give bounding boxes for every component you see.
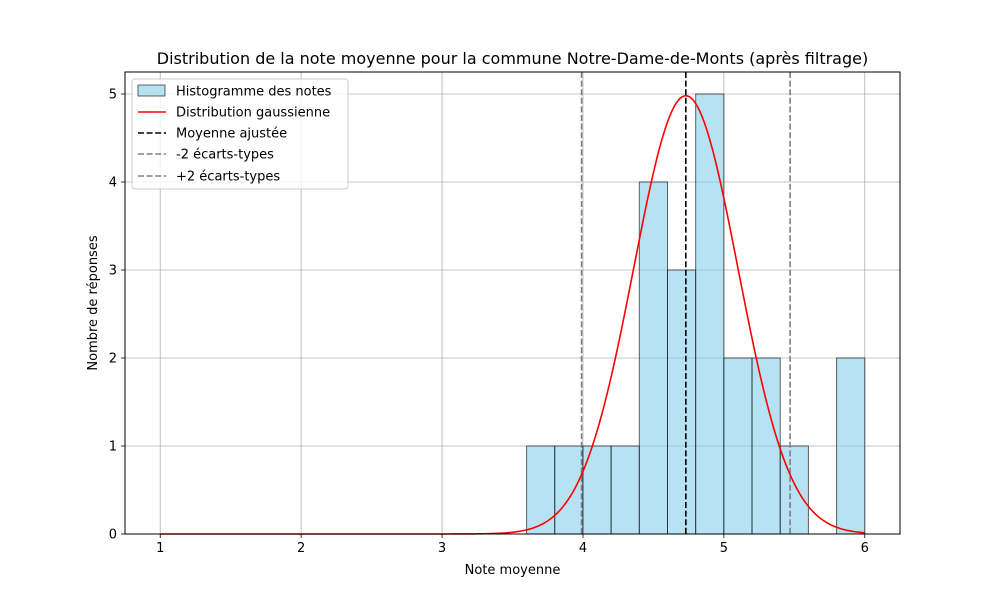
x-tick-label: 5 [720, 541, 728, 556]
x-tick-label: 1 [156, 541, 164, 556]
y-tick-label: 1 [109, 440, 117, 455]
y-tick-label: 5 [109, 88, 117, 103]
legend-box [131, 78, 349, 190]
histogram-bar [836, 357, 866, 535]
histogram-bar [526, 445, 556, 535]
y-axis: 0 1 2 3 4 5 [109, 88, 125, 543]
chart-title: Distribution de la note moyenne pour la … [157, 49, 868, 68]
y-tick-label: 0 [109, 528, 117, 543]
y-tick-label: 2 [109, 352, 117, 367]
legend-label-mean: Moyenne ajustée [176, 127, 287, 142]
x-tick-label: 4 [579, 541, 587, 556]
legend: Histogramme des notes Distribution gauss… [131, 78, 349, 190]
legend-swatch-histogram [137, 84, 166, 97]
x-tick-label: 2 [297, 541, 305, 556]
histogram-bars [526, 93, 866, 535]
x-axis: 1 2 3 4 5 6 [156, 534, 869, 556]
histogram-bar [723, 357, 753, 535]
histogram-bar [554, 445, 584, 535]
legend-label-plus2sd: +2 écarts-types [176, 170, 280, 185]
y-tick-label: 3 [109, 264, 117, 279]
histogram-bar [695, 93, 725, 535]
x-tick-label: 3 [438, 541, 446, 556]
histogram-bar [751, 357, 781, 535]
histogram-bar [638, 181, 668, 535]
legend-label-histogram: Histogramme des notes [176, 85, 332, 100]
histogram-bar [667, 269, 697, 535]
x-axis-label: Note moyenne [465, 563, 561, 578]
y-tick-label: 4 [109, 176, 117, 191]
y-axis-label: Nombre de réponses [86, 235, 101, 370]
legend-label-gaussian: Distribution gaussienne [176, 106, 330, 121]
legend-label-minus2sd: -2 écarts-types [176, 148, 274, 163]
plot-frame [124, 71, 901, 535]
histogram-bar [610, 445, 640, 535]
x-tick-label: 6 [861, 541, 869, 556]
